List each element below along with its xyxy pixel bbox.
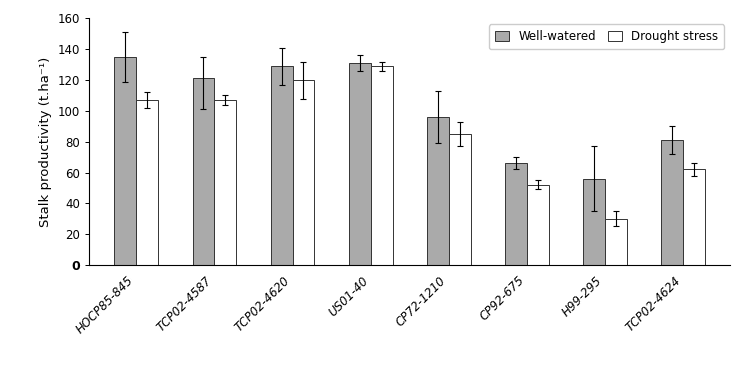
Bar	[605, 219, 627, 265]
Bar	[270, 66, 293, 265]
Bar	[371, 66, 393, 265]
Bar	[293, 80, 314, 265]
Bar	[583, 179, 605, 265]
Legend: Well-watered, Drought stress: Well-watered, Drought stress	[489, 24, 724, 49]
Bar	[192, 78, 215, 265]
Bar	[349, 63, 371, 265]
Bar	[215, 100, 236, 265]
Bar	[527, 185, 549, 265]
Bar	[662, 140, 683, 265]
Bar	[505, 163, 527, 265]
Bar	[427, 117, 448, 265]
Y-axis label: Stalk productivity (t.ha⁻¹): Stalk productivity (t.ha⁻¹)	[39, 57, 52, 227]
Bar	[136, 100, 158, 265]
Bar	[448, 134, 471, 265]
Bar	[115, 57, 136, 265]
Bar	[683, 169, 705, 265]
